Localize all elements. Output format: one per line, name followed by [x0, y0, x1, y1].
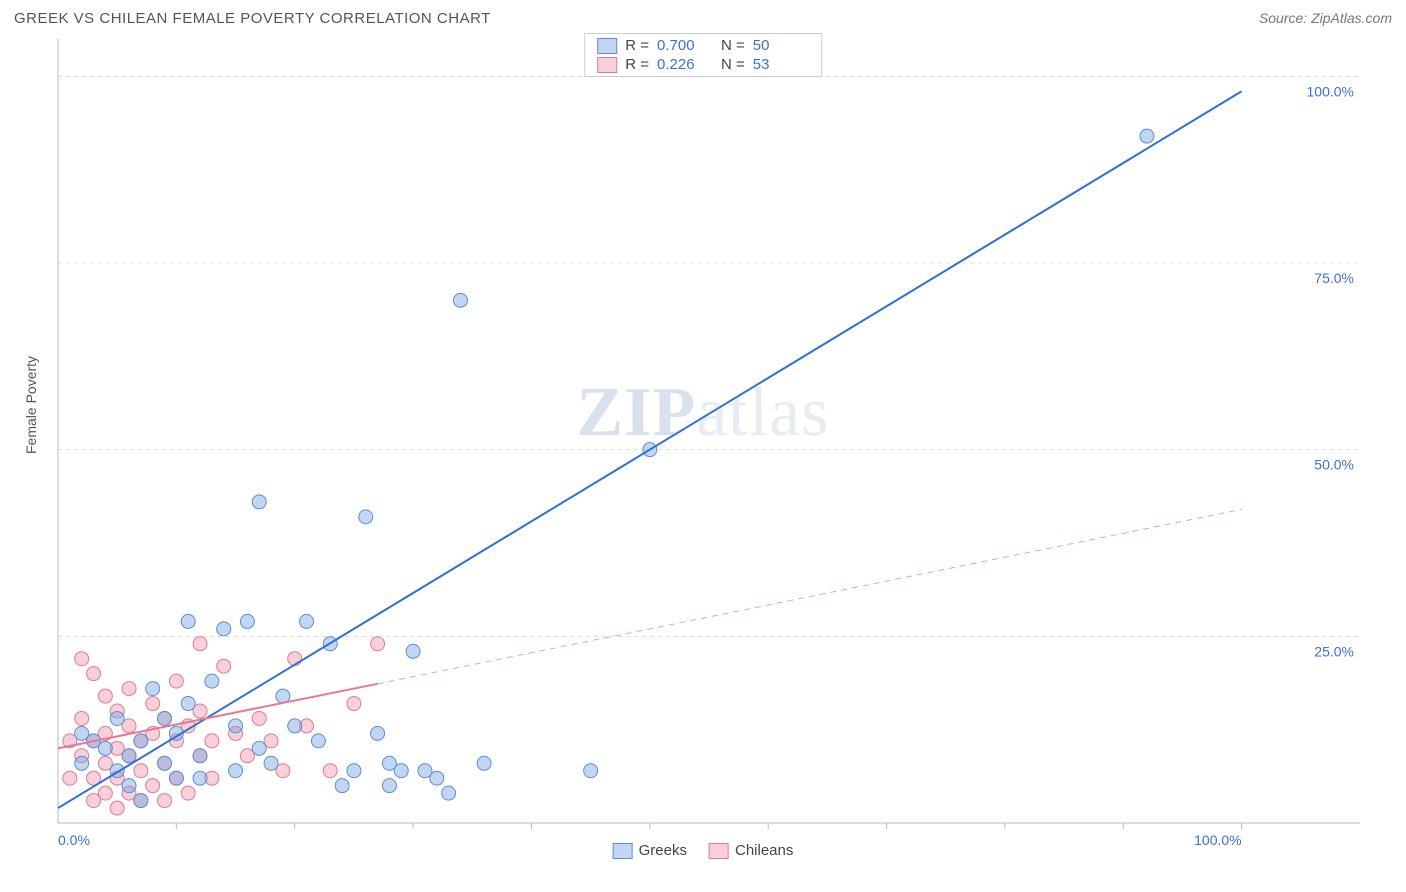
correlation-legend-row: R = 0.700 N = 50: [585, 36, 821, 55]
chart-title: GREEK VS CHILEAN FEMALE POVERTY CORRELAT…: [14, 10, 491, 27]
svg-text:100.0%: 100.0%: [1307, 83, 1354, 99]
correlation-legend-row: R = 0.226 N = 53: [585, 55, 821, 74]
legend-swatch: [709, 843, 729, 859]
r-label: R =: [625, 37, 649, 54]
y-axis-label: Female Poverty: [23, 356, 39, 454]
series-legend: Greeks Chileans: [613, 842, 794, 859]
svg-text:75.0%: 75.0%: [1314, 270, 1354, 286]
series-legend-item: Chileans: [709, 842, 793, 859]
r-label: R =: [625, 56, 649, 73]
legend-swatch: [597, 38, 617, 54]
series-label: Greeks: [639, 842, 687, 859]
correlation-legend: R = 0.700 N = 50 R = 0.226 N = 53: [584, 33, 822, 77]
chart-source: Source: ZipAtlas.com: [1259, 10, 1392, 26]
chart-container: Female Poverty ZIPatlas 25.0%50.0%75.0%1…: [10, 31, 1396, 861]
series-label: Chileans: [735, 842, 793, 859]
n-label: N =: [721, 56, 745, 73]
n-value: 53: [753, 56, 809, 73]
chart-header: GREEK VS CHILEAN FEMALE POVERTY CORRELAT…: [10, 10, 1396, 31]
legend-swatch: [597, 57, 617, 73]
n-label: N =: [721, 37, 745, 54]
svg-text:25.0%: 25.0%: [1314, 643, 1354, 659]
svg-text:50.0%: 50.0%: [1314, 457, 1354, 473]
svg-text:100.0%: 100.0%: [1194, 832, 1241, 848]
svg-text:0.0%: 0.0%: [58, 832, 90, 848]
series-legend-item: Greeks: [613, 842, 687, 859]
scatter-chart: 25.0% 50.0% 75.0% 100.0% 0.0% 100.0%: [10, 31, 1396, 861]
r-value: 0.700: [657, 37, 713, 54]
r-value: 0.226: [657, 56, 713, 73]
n-value: 50: [753, 37, 809, 54]
legend-swatch: [613, 843, 633, 859]
